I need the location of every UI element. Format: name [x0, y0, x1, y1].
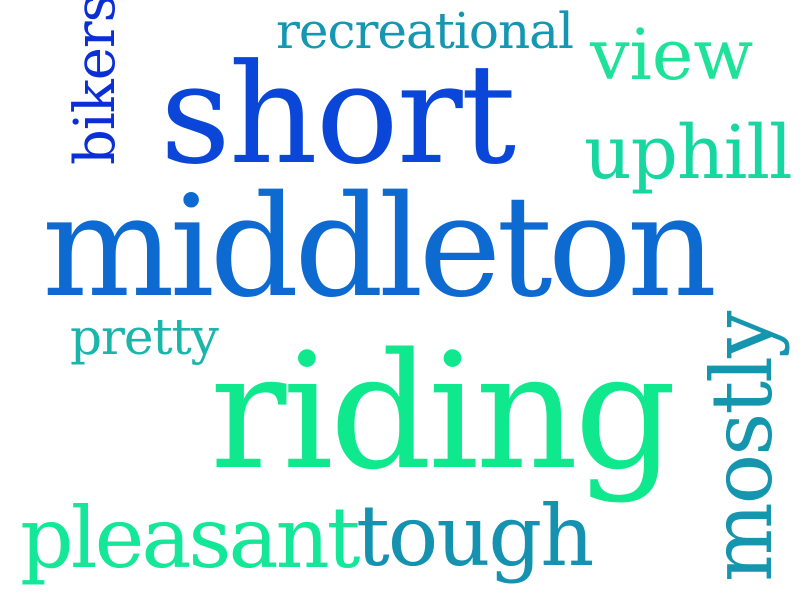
word-short: short — [160, 34, 516, 195]
word-uphill: uphill — [584, 110, 793, 196]
word-mostly: mostly — [693, 312, 791, 582]
word-pleasant: pleasant — [20, 489, 360, 587]
word-view: view — [590, 14, 754, 96]
word-riding: riding — [210, 318, 677, 505]
word-recreational: recreational — [276, 2, 574, 60]
word-bikers: bikers — [63, 0, 128, 165]
word-pretty: pretty — [70, 308, 219, 366]
word-middleton: middleton — [42, 166, 717, 329]
word-tough: tough — [356, 487, 594, 585]
